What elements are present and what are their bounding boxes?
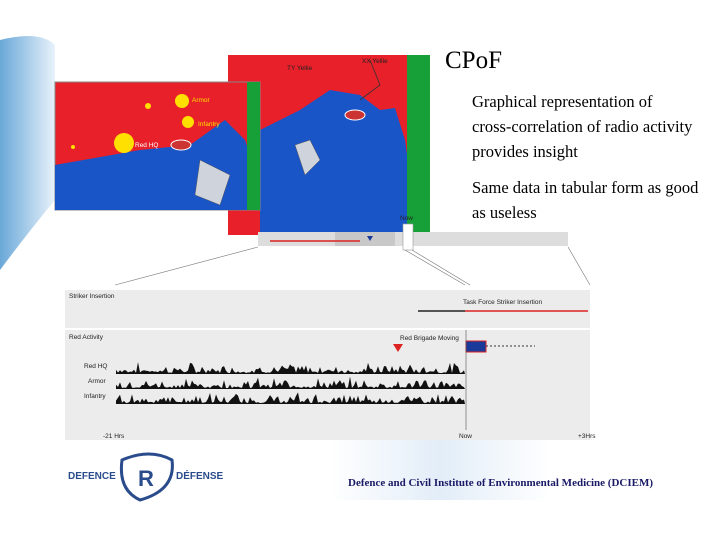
map-label: Armor [192, 97, 211, 104]
logo-text: DEFENCE [68, 471, 116, 482]
row-label: Red Activity [69, 334, 104, 341]
axis-label: Now [459, 433, 472, 440]
activity-trace [116, 392, 465, 404]
timeline [65, 290, 590, 440]
track-label: Armor [88, 378, 107, 385]
event-label: Task Force Striker Insertion [463, 299, 542, 306]
map-back: TY Yellie XX Yellie [228, 55, 430, 235]
bullet: Same data in tabular form as good as usel… [472, 178, 699, 222]
map-label: XX Yellie [362, 58, 388, 65]
axis-label: +3Hrs [578, 433, 596, 440]
decor [330, 440, 550, 500]
title: CPoF [445, 47, 502, 74]
activity-trace [116, 376, 465, 389]
event-label: Red Brigade Moving [400, 335, 459, 342]
logo: DEFENCE R DÉFENSE [68, 452, 224, 502]
map-front: Armor Infantry Red HQ [54, 81, 261, 211]
track-label: Infantry [84, 393, 106, 400]
map-label: TY Yellie [287, 65, 313, 72]
decor [0, 36, 55, 270]
activity-trace [116, 362, 465, 374]
axis-label: -21 Hrs [103, 433, 125, 440]
track-label: Red HQ [84, 363, 107, 370]
footer: Defence and Civil Institute of Environme… [348, 477, 653, 489]
logo-text: DÉFENSE [176, 469, 224, 482]
svg-text:R: R [138, 466, 154, 491]
bullet: Graphical representation of cross-correla… [472, 92, 693, 161]
now-label: Now [400, 215, 413, 222]
map-label: Red HQ [135, 142, 158, 149]
map-label: Infantry [198, 121, 220, 128]
row-label: Striker Insertion [69, 293, 115, 300]
